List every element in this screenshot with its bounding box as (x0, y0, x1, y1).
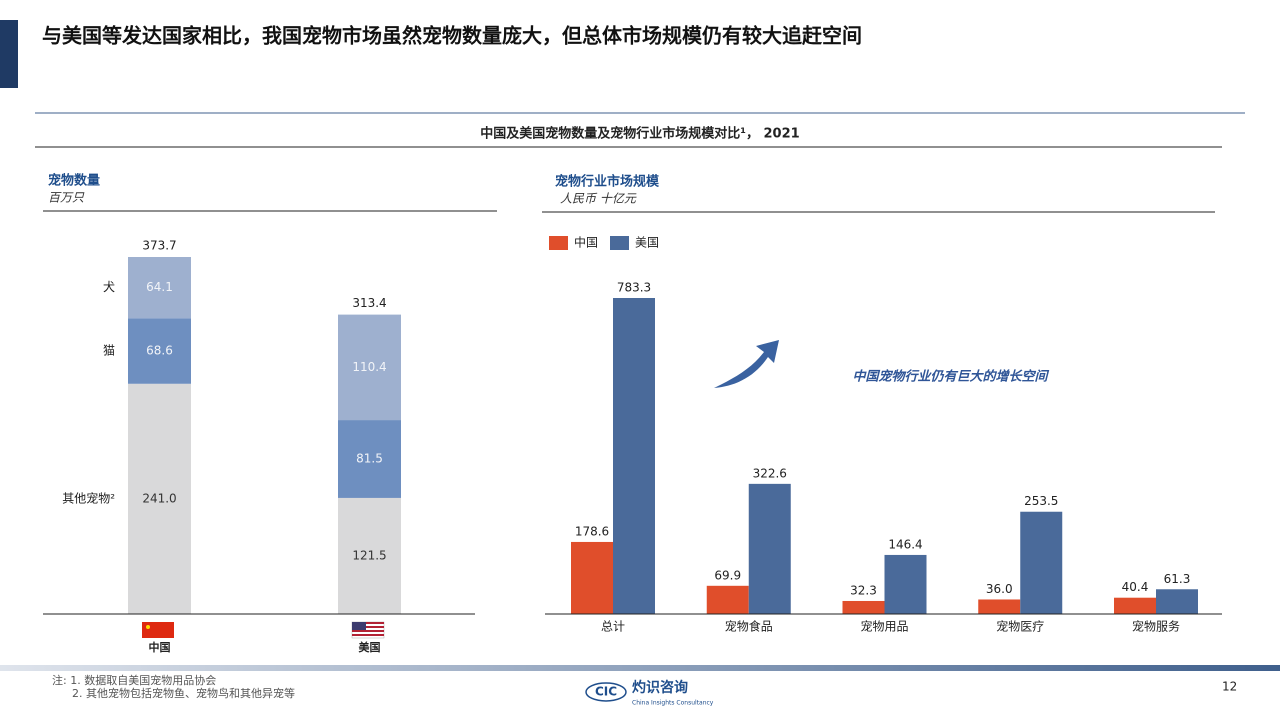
x-tick-label: 中国 (149, 640, 171, 654)
value-label: 36.0 (986, 582, 1013, 596)
x-tick-label: 宠物用品 (860, 619, 908, 634)
value-label: 146.4 (888, 537, 922, 551)
legend-swatch (610, 236, 629, 250)
value-label: 81.5 (356, 452, 383, 466)
x-tick-label: 美国 (359, 640, 381, 654)
logo-ring (585, 682, 627, 702)
logo-name: 灼识咨询 (632, 679, 688, 696)
value-label: 64.1 (146, 280, 173, 294)
right-title: 宠物行业市场规模 (555, 174, 660, 190)
bar (1156, 589, 1198, 614)
value-label: 69.9 (714, 568, 741, 582)
bar (842, 600, 885, 614)
bar-segment (128, 318, 191, 384)
bar-segment (338, 497, 401, 614)
left-subtitle: 百万只 (48, 191, 85, 205)
series-label: 其他宠物² (62, 490, 115, 505)
footnote: 2. 其他宠物包括宠物鱼、宠物鸟和其他异宠等 (72, 686, 295, 700)
bar-segment (338, 314, 401, 421)
value-label: 61.3 (1164, 572, 1191, 586)
bar (1114, 597, 1156, 614)
footnote: 注: 1. 数据取自美国宠物用品协会 (52, 673, 216, 687)
value-label: 241.0 (142, 491, 176, 505)
bar-segment (338, 420, 401, 498)
bar (978, 599, 1021, 614)
total-label: 313.4 (352, 296, 386, 310)
bar-segment (128, 383, 191, 614)
legend-label: 中国 (574, 235, 598, 250)
series-label: 犬 (103, 280, 115, 294)
legend-swatch (549, 236, 568, 250)
logo-mark: CIC (595, 685, 617, 699)
x-tick-label: 宠物医疗 (996, 619, 1044, 634)
value-label: 178.6 (575, 524, 609, 538)
page-number: 12 (1222, 680, 1237, 694)
value-label: 40.4 (1122, 580, 1149, 594)
right-subtitle: 人民币 十亿元 (560, 192, 637, 206)
annotation: 中国宠物行业仍有巨大的增长空间 (852, 369, 1049, 385)
logo-english: China Insights Consultancy (632, 700, 714, 707)
header-accent (0, 20, 18, 88)
value-label: 783.3 (617, 281, 651, 295)
value-label: 110.4 (352, 360, 386, 374)
flag-usa (351, 621, 385, 639)
bar (706, 585, 749, 614)
bar (613, 298, 655, 614)
value-label: 32.3 (850, 583, 877, 597)
value-label: 68.6 (146, 344, 173, 358)
bar-segment (128, 257, 191, 319)
x-tick-label: 宠物服务 (1132, 619, 1180, 634)
value-label: 322.6 (753, 466, 787, 480)
bar (884, 554, 927, 614)
header-title: 与美国等发达国家相比，我国宠物市场虽然宠物数量庞大，但总体市场规模仍有较大追赶空… (42, 24, 862, 48)
bar (1020, 511, 1063, 614)
legend-label: 美国 (635, 236, 659, 250)
chart-heading: 中国及美国宠物数量及宠物行业市场规模对比¹， 2021 (480, 126, 799, 142)
bar (571, 541, 613, 614)
total-label: 373.7 (142, 239, 176, 253)
growth-arrow (714, 340, 779, 388)
value-label: 121.5 (352, 548, 386, 562)
x-tick-label: 宠物食品 (725, 619, 773, 634)
series-label: 猫 (103, 344, 115, 358)
left-title: 宠物数量 (48, 173, 100, 189)
flag-china (142, 622, 174, 638)
bar (748, 483, 791, 614)
x-tick-label: 总计 (601, 620, 625, 634)
value-label: 253.5 (1024, 494, 1058, 508)
footer-band (0, 665, 1280, 671)
